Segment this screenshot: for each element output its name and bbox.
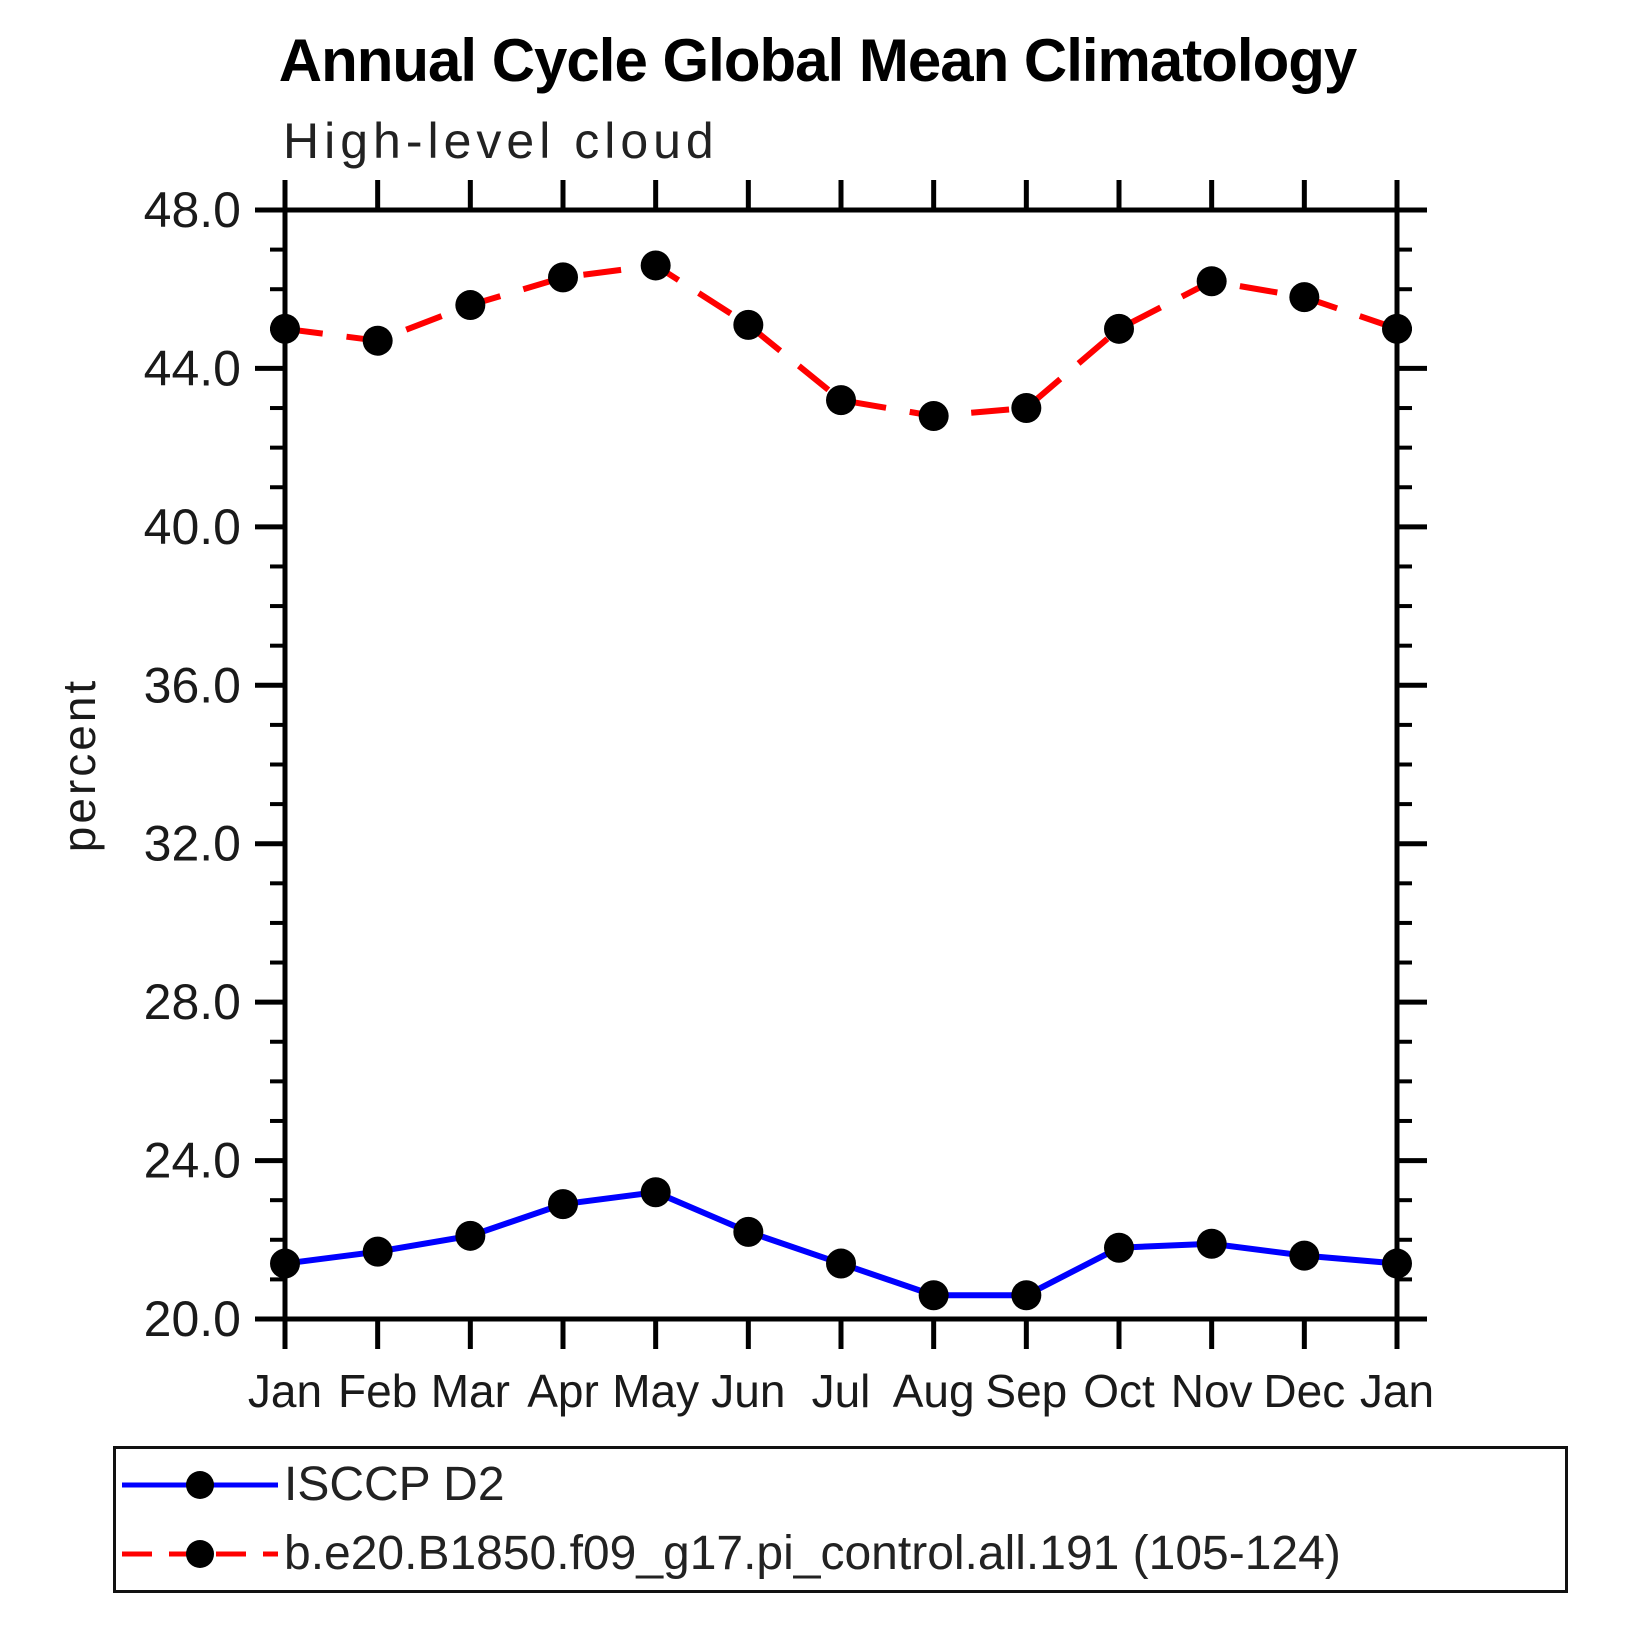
plot-frame [282, 207, 1400, 1322]
data-point [362, 325, 393, 356]
data-point [1104, 313, 1134, 344]
x-tick-label: Apr [527, 1365, 599, 1417]
legend-marker [186, 1540, 214, 1568]
legend-swatch-dashed [122, 1540, 278, 1568]
x-tick-label: Jan [248, 1365, 322, 1417]
data-point [270, 1248, 300, 1279]
y-axis: 20.0 24.0 28.0 32.0 36.0 40.0 44.0 48.0 [144, 182, 1427, 1347]
y-tick-label: 32.0 [144, 816, 241, 872]
data-point [826, 1248, 856, 1279]
legend-item-model-control: b.e20.B1850.f09_g17.pi_control.all.191 (… [116, 1521, 1565, 1587]
y-tick-label: 48.0 [144, 182, 241, 238]
y-tick-label: 28.0 [144, 974, 241, 1030]
data-point [640, 250, 671, 281]
data-point [362, 1236, 393, 1267]
data-point [1289, 1240, 1320, 1271]
legend-item-isccp-d2: ISCCP D2 [116, 1452, 1565, 1518]
data-point [1289, 282, 1320, 313]
series-line-0 [284, 1189, 1398, 1299]
y-tick-label: 36.0 [144, 657, 241, 713]
y-tick-label: 40.0 [144, 499, 241, 555]
x-tick-label: Jul [812, 1365, 871, 1417]
chart-subtitle: High-level cloud [283, 113, 719, 169]
y-tick-label: 20.0 [144, 1291, 241, 1347]
plot-border [282, 207, 1400, 1322]
legend: ISCCP D2 b.e20.B1850.f09_g17.pi_control.… [113, 1446, 1568, 1593]
data-point [1011, 1280, 1042, 1311]
data-point [826, 385, 856, 416]
x-tick-label: Feb [338, 1365, 417, 1417]
data-point [455, 1220, 486, 1251]
y-tick-label: 44.0 [144, 340, 241, 396]
data-point [1382, 1248, 1412, 1279]
data-point [918, 1280, 949, 1311]
data-point [640, 1177, 671, 1208]
legend-label: ISCCP D2 [284, 1458, 505, 1511]
chart-title: Annual Cycle Global Mean Climatology [278, 27, 1358, 94]
legend-swatch-solid [122, 1471, 278, 1499]
x-tick-label: Oct [1083, 1365, 1155, 1417]
data-point [1011, 393, 1042, 424]
x-axis: Jan Feb Mar Apr May Jun Jul Aug Sep Oct Nov Dec Jan [248, 180, 1434, 1417]
data-point [455, 290, 486, 321]
data-point [548, 262, 578, 293]
data-point [1382, 313, 1412, 344]
x-tick-label: Dec [1263, 1365, 1345, 1417]
data-point [1196, 266, 1227, 297]
data-point [270, 313, 300, 344]
legend-label: b.e20.B1850.f09_g17.pi_control.all.191 (… [284, 1527, 1341, 1580]
y-axis-title: percent [53, 678, 105, 852]
x-tick-label: Sep [985, 1365, 1067, 1417]
x-tick-label: May [612, 1365, 699, 1417]
data-point [733, 309, 764, 340]
x-tick-label: Nov [1171, 1365, 1253, 1417]
y-tick-label: 24.0 [144, 1133, 241, 1189]
data-point [1104, 1232, 1134, 1263]
x-tick-label: Jan [1360, 1365, 1434, 1417]
data-point [918, 400, 949, 431]
data-point [548, 1189, 578, 1220]
x-tick-label: Aug [893, 1365, 975, 1417]
data-point [1196, 1228, 1227, 1259]
x-tick-label: Mar [431, 1365, 510, 1417]
legend-marker [186, 1471, 214, 1499]
x-tick-label: Jun [711, 1365, 785, 1417]
data-point [733, 1216, 764, 1247]
series-layer [270, 250, 1412, 1311]
